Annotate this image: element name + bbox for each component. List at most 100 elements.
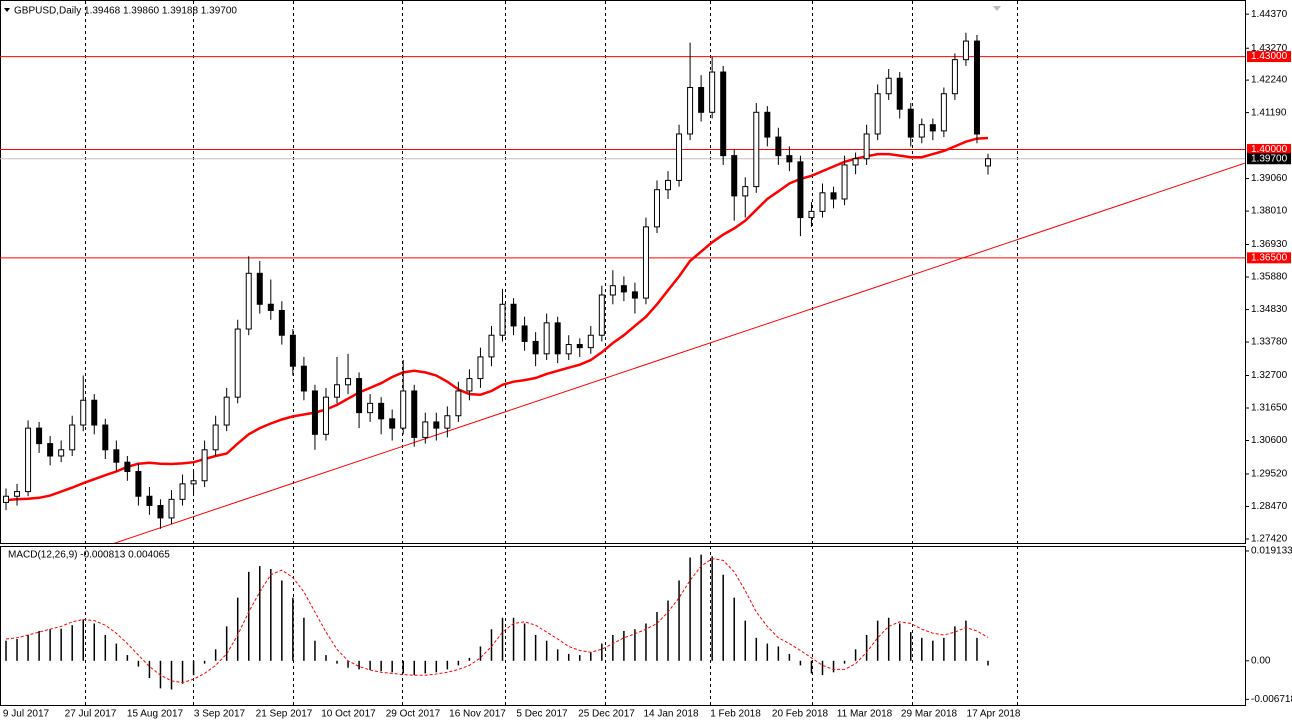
- candle-body: [14, 491, 21, 497]
- candle-body: [918, 124, 925, 138]
- candle-body: [477, 356, 484, 380]
- candle-body: [300, 365, 307, 392]
- candle-body: [642, 226, 649, 299]
- candle-body: [929, 124, 936, 132]
- candle-body: [135, 470, 142, 497]
- y-tick-label: 1.43270: [1251, 43, 1288, 54]
- candle-body: [653, 189, 660, 228]
- candle-body: [951, 59, 958, 95]
- candle-body: [289, 334, 296, 367]
- chart-title: GBPUSD,Daily 1.39468 1.39860 1.39188 1.3…: [14, 6, 237, 17]
- y-tick-label: 1.34830: [1251, 304, 1288, 315]
- candle-body: [47, 443, 54, 457]
- candle-body: [36, 427, 43, 445]
- x-tick-label: 10 Oct 2017: [321, 709, 376, 720]
- menu-arrow[interactable]: [4, 8, 10, 12]
- macd-title: MACD(12,26,9) -0.000813 0.004065: [8, 550, 170, 561]
- y-tick-label: 1.38010: [1251, 206, 1288, 217]
- x-tick-label: 5 Dec 2017: [516, 709, 568, 720]
- y-tick-label: 1.44370: [1251, 9, 1288, 20]
- candle-body: [389, 418, 396, 429]
- candle-body: [212, 424, 219, 451]
- y-tick-label: 0.019133: [1251, 546, 1292, 557]
- main-panel-frame: [0, 0, 1246, 544]
- level-label-box: [1247, 143, 1291, 155]
- candle-body: [543, 322, 550, 355]
- candle-body: [576, 344, 583, 349]
- candle-body: [973, 40, 980, 135]
- candle-body: [753, 111, 760, 188]
- candle-body: [665, 179, 672, 191]
- shift-marker[interactable]: [993, 6, 1001, 11]
- candle-body: [775, 136, 782, 157]
- candle-body: [113, 449, 120, 463]
- level-label: 1.40000: [1251, 144, 1288, 155]
- x-tick-label: 21 Sep 2017: [256, 709, 313, 720]
- candle-body: [124, 461, 131, 472]
- candle-body: [841, 164, 848, 200]
- candle-body: [687, 87, 694, 135]
- candle-body: [367, 402, 374, 414]
- candle-body: [709, 71, 716, 113]
- candle-body: [863, 133, 870, 160]
- candle-body: [852, 158, 859, 166]
- candle-body: [58, 449, 65, 457]
- candle-body: [631, 291, 638, 299]
- y-tick-label: 1.33780: [1251, 337, 1288, 348]
- candle-body: [830, 192, 837, 200]
- x-tick-label: 14 Jan 2018: [643, 709, 698, 720]
- candle-body: [400, 390, 407, 429]
- y-tick-label: 1.42240: [1251, 75, 1288, 86]
- moving-average: [5, 136, 989, 502]
- candle-body: [532, 340, 539, 355]
- candle-body: [223, 396, 230, 426]
- candle-body: [565, 344, 572, 355]
- candle-body: [609, 285, 616, 296]
- candle-body: [731, 155, 738, 197]
- axes: 9 Jul 2017 27 Jul 2017 15 Aug 2017 3 Sep 20…: [3, 9, 1292, 720]
- candle-body: [422, 421, 429, 438]
- candle-body: [521, 325, 528, 342]
- candle-body: [786, 155, 793, 163]
- candle-body: [896, 77, 903, 110]
- y-tick-label: 1.28470: [1251, 501, 1288, 512]
- candle-body: [3, 495, 9, 503]
- candle-body: [444, 415, 451, 429]
- candle-body: [311, 390, 318, 435]
- candle-body: [190, 480, 197, 485]
- x-tick-label: 15 Aug 2017: [127, 709, 184, 720]
- candle-body: [455, 390, 462, 417]
- candle-body: [80, 399, 87, 426]
- x-tick-label: 29 Mar 2018: [901, 709, 958, 720]
- x-tick-label: 1 Feb 2018: [710, 709, 761, 720]
- y-tick-label: 1.35880: [1251, 272, 1288, 283]
- level-label: 1.43000: [1251, 51, 1288, 62]
- candle-body: [168, 498, 175, 519]
- candle-body: [676, 133, 683, 181]
- candle-body: [985, 158, 991, 167]
- x-tick-label: 9 Jul 2017: [3, 709, 50, 720]
- macd-panel-frame: [0, 546, 1246, 706]
- y-tick-label: 1.36930: [1251, 239, 1288, 250]
- candle-body: [157, 505, 164, 519]
- candle-body: [322, 396, 329, 435]
- main-plot: [0, 32, 1245, 543]
- candle-body: [499, 303, 506, 336]
- candle-body: [334, 384, 341, 398]
- candle-body: [245, 272, 252, 330]
- candle-body: [356, 378, 363, 414]
- candle-body: [764, 111, 771, 138]
- level-label-box: [1247, 252, 1291, 264]
- y-tick-label: -0.006718: [1251, 694, 1292, 705]
- y-tick-label: 1.32700: [1251, 370, 1288, 381]
- x-tick-label: 17 Apr 2018: [967, 709, 1021, 720]
- y-tick-label: 1.41190: [1251, 107, 1287, 118]
- candle-body: [278, 309, 285, 336]
- y-tick-label: 1.30600: [1251, 435, 1288, 446]
- candle-body: [907, 108, 914, 138]
- x-tick-label: 16 Nov 2017: [449, 709, 506, 720]
- candle-body: [874, 93, 881, 135]
- candle-body: [234, 328, 241, 398]
